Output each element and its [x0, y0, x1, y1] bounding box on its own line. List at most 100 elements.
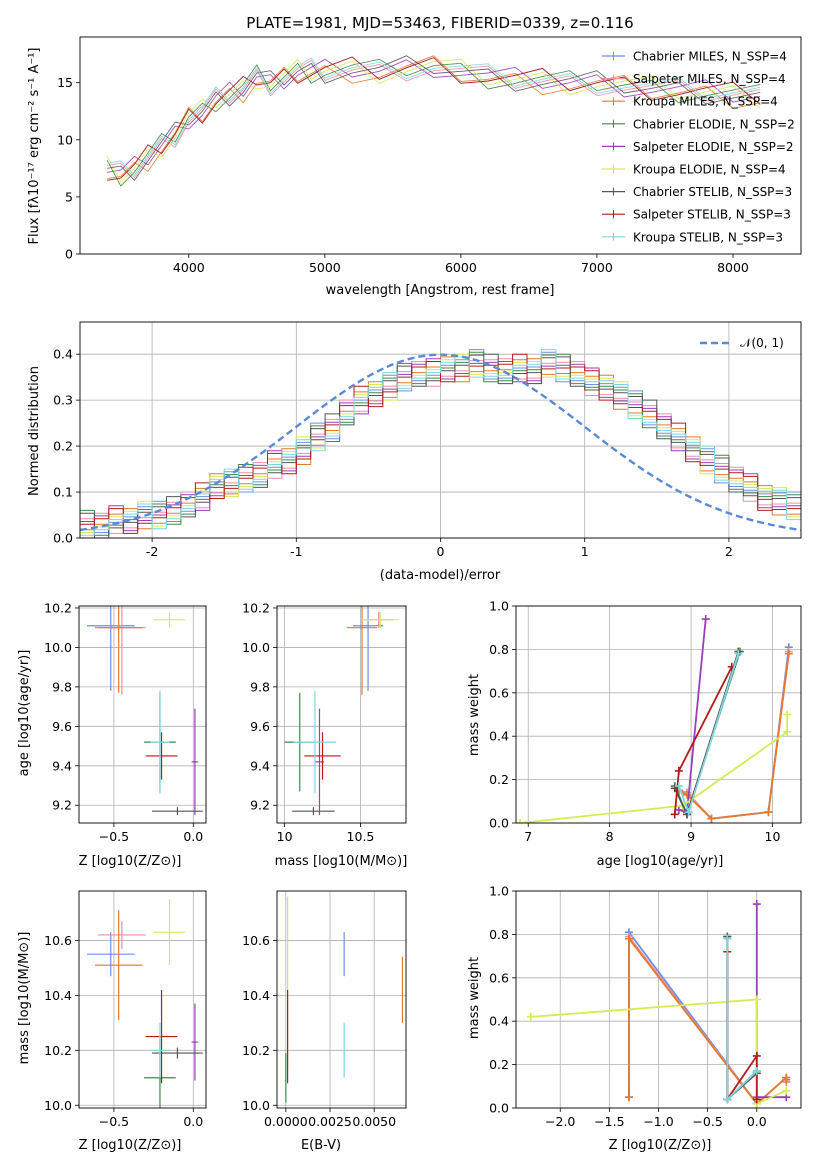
mass-age-xtick-label: 10.5 [347, 829, 375, 844]
z-massweight-point-marker [752, 1067, 761, 1076]
age-massweight-frame [515, 605, 802, 824]
age-massweight-ytick-label: 0.0 [489, 816, 509, 831]
histogram-ytick-label: 0.3 [53, 393, 73, 408]
residual-histogram-panel: -2 -1 0 1 2 0.0 0.1 0.2 0.3 0.4 [53, 321, 802, 559]
histogram-xlabel: (data-model)/error [380, 568, 501, 583]
age-massweight-xtick-label: 10 [765, 829, 781, 844]
z-age-ytick-label: 10.0 [44, 640, 72, 655]
ebv-mass-xtick-label: 0.0000 [264, 1114, 308, 1129]
z-mass-ylabel: mass [log10(M/M⊙)] [17, 932, 32, 1065]
gaussian-curve [80, 353, 801, 532]
z-massweight-point-marker [752, 900, 761, 909]
mass-age-frame [276, 605, 407, 824]
age-massweight-lines [516, 615, 793, 823]
z-massweight-point-marker [625, 934, 634, 943]
age-massweight-point-marker [674, 805, 683, 814]
ebv-mass-points [285, 896, 404, 1103]
z-massweight-point-marker [526, 1012, 535, 1021]
age-massweight-ylabel: mass weight [467, 674, 482, 756]
ebv-mass-ytick-label: 10.4 [242, 988, 270, 1003]
z-massweight-series-line [726, 938, 758, 1102]
ebv-mass-xlabel: E(B-V) [301, 1138, 341, 1153]
z-mass-ytick-label: 10.4 [44, 988, 72, 1003]
spectrum-series-line [107, 55, 761, 182]
z-mass-points [86, 899, 203, 1108]
z-massweight-point-marker [782, 1075, 791, 1084]
spectrum-ytick-label: 0 [65, 247, 73, 262]
age-massweight-xlabel: age [log10(age/yr)] [597, 854, 724, 869]
z-mass-ytick-label: 10.6 [44, 933, 72, 948]
spectrum-xtick-label: 8000 [717, 260, 749, 275]
age-massweight-point-marker [674, 782, 683, 791]
z-massweight-ylabel: mass weight [467, 957, 482, 1039]
histogram-steps [80, 349, 801, 538]
histogram-frame [79, 321, 802, 539]
mass-age-xtick-label: 10 [277, 829, 293, 844]
z-age-xtick-label: 0.0 [183, 829, 203, 844]
z-massweight-xtick-label: −0.5 [692, 1114, 722, 1129]
z-age-ytick-label: 10.2 [44, 600, 72, 615]
mass-age-ytick-label: 9.6 [250, 719, 270, 734]
z-massweight-xtick-label: −2.0 [545, 1114, 575, 1129]
histogram-ytick-label: 0.4 [53, 347, 73, 362]
spectrum-xtick-label: 4000 [173, 260, 205, 275]
spectrum-legend-label: Kroupa MILES, N_SSP=4 [633, 95, 778, 109]
spectrum-series-line [106, 58, 761, 183]
age-massweight-point-marker [670, 810, 679, 819]
z-mass-ytick-label: 10.2 [44, 1043, 72, 1058]
spectrum-ytick-label: 15 [57, 75, 73, 90]
z-mass-xtick-label: −0.5 [99, 1114, 129, 1129]
z-massweight-ytick-label: 0.6 [489, 970, 509, 985]
z-age-ytick-label: 9.8 [52, 679, 72, 694]
z-massweight-ytick-label: 1.0 [489, 884, 509, 899]
spectrum-legend-label: Chabrier STELIB, N_SSP=3 [633, 185, 792, 199]
histogram-ytick-label: 0.2 [53, 439, 73, 454]
age-massweight-point-marker [683, 790, 691, 799]
histogram-xtick-label: 2 [725, 544, 733, 559]
spectrum-panel: 4000 5000 6000 7000 8000 0 5 10 15 Chabrier MILES… [57, 36, 802, 275]
z-massweight-xtick-label: −1.5 [594, 1114, 624, 1129]
z-age-ytick-label: 9.4 [52, 758, 72, 773]
spectrum-xtick-label: 6000 [445, 260, 477, 275]
mass-age-points [284, 606, 399, 816]
spectrum-legend-label: Salpeter MILES, N_SSP=4 [633, 72, 786, 86]
z-age-ytick-label: 9.6 [52, 719, 72, 734]
age-massweight-point-marker [783, 710, 792, 719]
z-massweight-xlabel: Z [log10(Z/Z⊙)] [609, 1138, 712, 1153]
z-massweight-frame [515, 890, 802, 1109]
age-massweight-xtick-label: 7 [524, 829, 532, 844]
histogram-xtick-label: 0 [437, 544, 445, 559]
gaussian-legend-label: 𝒩(0, 1) [740, 336, 784, 350]
spectrum-xlabel: wavelength [Angstrom, rest frame] [326, 283, 555, 298]
age-massweight-point-marker [701, 615, 710, 624]
histogram-ytick-label: 0.0 [53, 531, 73, 546]
mass-age-ytick-label: 9.8 [250, 679, 270, 694]
histogram-ytick-label: 0.1 [53, 485, 73, 500]
z-age-ylabel: age [log10(age/yr)] [17, 650, 32, 777]
spectrum-series-line [107, 57, 761, 176]
age-massweight-point-marker [516, 819, 525, 823]
z-massweight-ytick-label: 0.2 [489, 1057, 509, 1072]
spectrum-ytick-label: 10 [57, 132, 73, 147]
ebv-mass-xtick-label: 0.0025 [308, 1114, 352, 1129]
z-massweight-point-marker [723, 1095, 732, 1104]
age-massweight-ytick-label: 0.6 [489, 685, 509, 700]
z-massweight-ytick-label: 0.0 [489, 1101, 509, 1116]
spectrum-ylabel: Flux [fλ10⁻¹⁷ erg cm⁻² s⁻¹ A⁻¹] [27, 48, 42, 245]
age-massweight-ytick-label: 0.2 [489, 772, 509, 787]
spectrum-legend-label: Chabrier MILES, N_SSP=4 [633, 50, 787, 64]
spectrum-frame [79, 36, 802, 255]
ebv-mass-ytick-label: 10.0 [242, 1098, 270, 1113]
z-massweight-point-marker [782, 1086, 791, 1095]
age-massweight-xtick-label: 9 [687, 829, 695, 844]
age-massweight-ytick-label: 0.8 [489, 642, 509, 657]
age-massweight-point-marker [674, 766, 683, 775]
histogram-ylabel: Normed distribution [27, 366, 42, 496]
z-massweight-point-marker [625, 1093, 634, 1102]
spectrum-xtick-label: 7000 [581, 260, 613, 275]
mass-age-panel: 10 10.5 9.2 9.4 9.6 9.8 10.0 10.2 [242, 600, 407, 844]
spectrum-legend-label: Kroupa STELIB, N_SSP=3 [633, 230, 783, 244]
ebv-mass-ytick-label: 10.2 [242, 1043, 270, 1058]
z-massweight-xtick-label: −1.0 [643, 1114, 673, 1129]
age-massweight-point-marker [684, 808, 693, 817]
